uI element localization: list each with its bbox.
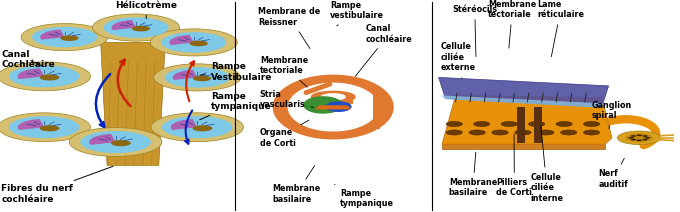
Circle shape	[446, 121, 462, 127]
Circle shape	[492, 130, 508, 135]
Circle shape	[538, 130, 554, 135]
Circle shape	[161, 32, 226, 53]
Circle shape	[528, 121, 545, 127]
Circle shape	[9, 116, 80, 138]
Circle shape	[636, 139, 642, 141]
Text: Stria
vascularis: Stria vascularis	[260, 90, 313, 109]
Text: Stéréocils: Stéréocils	[452, 5, 497, 57]
Polygon shape	[273, 75, 393, 139]
Circle shape	[515, 130, 531, 135]
Text: Hélicotrème: Hélicotrème	[115, 1, 177, 18]
Circle shape	[645, 137, 650, 139]
Text: Canal
cochléaire: Canal cochléaire	[356, 24, 413, 76]
Circle shape	[642, 139, 647, 140]
Text: Membrane
basilaire: Membrane basilaire	[449, 152, 497, 197]
Circle shape	[80, 131, 151, 153]
Circle shape	[165, 67, 230, 88]
Circle shape	[151, 113, 243, 142]
Text: Membrane de
Reissner: Membrane de Reissner	[258, 7, 321, 49]
Text: Organe
de Corti: Organe de Corti	[260, 120, 309, 148]
Circle shape	[583, 130, 600, 135]
Circle shape	[39, 125, 59, 131]
Text: Rampe
tympanique: Rampe tympanique	[200, 92, 271, 120]
Circle shape	[193, 75, 211, 81]
Circle shape	[162, 116, 233, 138]
Polygon shape	[311, 91, 355, 102]
Wedge shape	[40, 30, 65, 40]
Circle shape	[469, 130, 486, 135]
Circle shape	[150, 29, 237, 56]
Circle shape	[631, 139, 636, 140]
Text: Membrane
tectoriale: Membrane tectoriale	[260, 56, 308, 87]
Text: Canal
Cochléaire: Canal Cochléaire	[1, 50, 55, 69]
Bar	[517, 106, 525, 143]
Circle shape	[9, 65, 80, 87]
Circle shape	[446, 130, 462, 135]
Wedge shape	[173, 70, 197, 80]
Wedge shape	[112, 20, 136, 30]
Polygon shape	[441, 95, 607, 108]
Wedge shape	[171, 119, 197, 130]
Circle shape	[111, 140, 131, 146]
Circle shape	[642, 135, 647, 137]
Circle shape	[626, 134, 653, 142]
Circle shape	[0, 62, 90, 91]
Circle shape	[636, 134, 642, 136]
Circle shape	[617, 131, 661, 145]
Wedge shape	[169, 35, 194, 45]
Polygon shape	[326, 102, 351, 111]
Text: Cellule
ciliée
externe: Cellule ciliée externe	[441, 42, 476, 78]
Text: Rampe
tympanique: Rampe tympanique	[335, 184, 394, 208]
Text: Rampe
vestibulaire: Rampe vestibulaire	[330, 1, 384, 26]
Wedge shape	[18, 68, 44, 79]
Circle shape	[39, 74, 59, 81]
Polygon shape	[304, 97, 342, 113]
Circle shape	[132, 26, 150, 31]
Circle shape	[560, 130, 577, 135]
Text: Lame
réticulaire: Lame réticulaire	[537, 0, 584, 57]
Circle shape	[556, 121, 573, 127]
Circle shape	[154, 64, 241, 91]
Circle shape	[192, 125, 212, 131]
Polygon shape	[288, 83, 378, 131]
Wedge shape	[89, 134, 116, 145]
Wedge shape	[18, 119, 44, 130]
Circle shape	[190, 40, 208, 46]
Bar	[534, 106, 542, 143]
Bar	[442, 143, 605, 149]
Text: Rampe
Vestibulaire: Rampe Vestibulaire	[200, 62, 272, 82]
Text: Membrane
basilaire: Membrane basilaire	[272, 166, 320, 204]
Circle shape	[61, 35, 79, 41]
Circle shape	[69, 128, 162, 156]
Text: Nerf
auditif: Nerf auditif	[598, 158, 628, 189]
Polygon shape	[439, 77, 609, 107]
Circle shape	[0, 113, 90, 142]
Circle shape	[21, 24, 108, 51]
Text: Fibres du nerf
cochléaire: Fibres du nerf cochléaire	[1, 166, 113, 204]
Polygon shape	[321, 94, 345, 100]
Text: Ganglion
spiral: Ganglion spiral	[592, 100, 632, 129]
Polygon shape	[442, 95, 612, 144]
Circle shape	[583, 121, 600, 127]
Text: Cellule
ciliée
interne: Cellule ciliée interne	[530, 126, 564, 202]
Circle shape	[32, 27, 97, 47]
Circle shape	[103, 17, 169, 38]
Text: Membrane
tectoriale: Membrane tectoriale	[488, 0, 537, 48]
Circle shape	[631, 135, 636, 137]
Circle shape	[92, 14, 180, 41]
Polygon shape	[101, 42, 165, 165]
Polygon shape	[316, 106, 350, 109]
Circle shape	[501, 121, 517, 127]
Circle shape	[473, 121, 490, 127]
Circle shape	[628, 137, 634, 139]
Text: Pilliers
de Corti: Pilliers de Corti	[496, 134, 532, 197]
